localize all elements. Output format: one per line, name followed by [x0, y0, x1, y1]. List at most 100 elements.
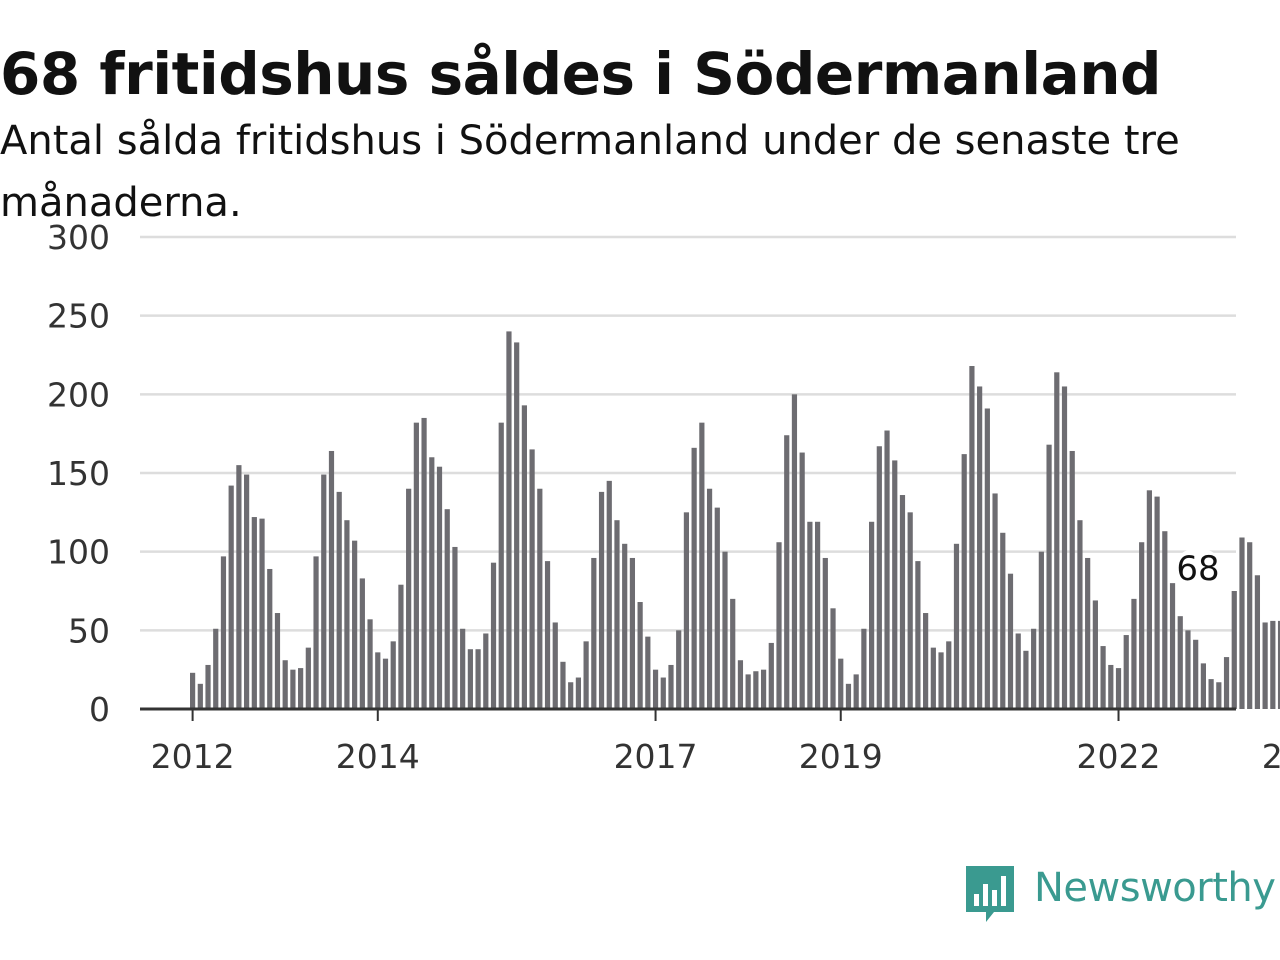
bar — [606, 480, 612, 709]
bar — [290, 669, 296, 709]
bar — [537, 488, 543, 709]
bar — [915, 561, 921, 709]
bar — [352, 540, 358, 709]
bar — [1162, 531, 1168, 709]
bar — [869, 521, 875, 709]
bar — [560, 661, 566, 709]
bar — [205, 664, 211, 709]
bar — [1131, 598, 1137, 709]
bar — [938, 652, 944, 709]
bar — [1023, 650, 1029, 709]
y-tick-label: 300 — [47, 218, 110, 257]
bar — [1193, 639, 1199, 709]
bar — [552, 622, 558, 709]
bar — [1007, 573, 1014, 709]
bar — [784, 435, 790, 709]
bar — [367, 619, 373, 709]
bar — [676, 630, 682, 709]
bar — [1177, 616, 1183, 709]
bar — [598, 491, 605, 709]
bar — [1154, 496, 1160, 709]
bar — [375, 652, 381, 709]
bar — [668, 664, 674, 709]
bar — [197, 683, 203, 709]
y-tick-label: 100 — [47, 533, 110, 572]
bar — [591, 557, 597, 709]
bar — [1054, 372, 1060, 709]
bar — [436, 466, 443, 709]
bar — [321, 474, 327, 709]
x-tick-label: 2014 — [336, 737, 420, 776]
bar — [853, 674, 859, 709]
bar — [1200, 663, 1206, 709]
bar — [768, 642, 774, 709]
y-axis-labels: 0 50 100 150 200 250 300 — [47, 218, 110, 729]
x-tick-label: 2019 — [799, 737, 883, 776]
x-tick-label: 2022 — [1077, 737, 1161, 776]
bar — [452, 546, 458, 709]
bar — [1061, 386, 1068, 709]
bar — [1069, 450, 1075, 709]
bar — [444, 509, 450, 709]
chart-title: 68 fritidshus såldes i Södermanland — [0, 40, 1162, 108]
bar — [1108, 664, 1114, 709]
bar — [382, 658, 389, 709]
bar — [1115, 668, 1122, 709]
bar — [814, 521, 821, 709]
bar — [413, 422, 419, 709]
bar — [1000, 532, 1006, 709]
bar — [838, 658, 844, 709]
bar — [1254, 575, 1261, 709]
bar — [637, 602, 643, 709]
bar — [645, 636, 651, 709]
bar — [1231, 591, 1237, 709]
bar — [575, 677, 581, 709]
bar — [614, 520, 620, 709]
bar — [244, 474, 250, 709]
bar — [220, 556, 227, 709]
x-axis-ticks: 2012 2014 2017 2019 2022 2024 — [151, 709, 1280, 776]
bar — [892, 460, 898, 709]
bar — [861, 628, 867, 709]
bar — [799, 452, 805, 709]
bar — [845, 683, 852, 709]
bar — [745, 674, 751, 709]
highlight-callout: 68 — [1174, 548, 1222, 589]
bar — [923, 613, 929, 709]
bar — [390, 641, 396, 709]
bar — [753, 671, 759, 709]
bar — [1046, 444, 1052, 709]
y-tick-label: 250 — [47, 297, 110, 336]
bar — [490, 562, 497, 709]
bar — [1092, 600, 1098, 709]
bar — [282, 660, 288, 709]
bar — [807, 521, 813, 709]
bar — [683, 512, 690, 709]
bar — [660, 677, 666, 709]
bar — [884, 430, 890, 709]
bar — [498, 422, 504, 709]
bar — [506, 331, 512, 709]
bar — [969, 366, 975, 709]
bar — [228, 485, 234, 709]
bar — [1100, 646, 1106, 709]
bars — [190, 331, 1280, 709]
bar — [1146, 490, 1152, 709]
bar — [475, 649, 481, 709]
bar — [1015, 633, 1021, 709]
bar — [274, 613, 281, 709]
bar — [1270, 620, 1276, 709]
bar — [1169, 583, 1176, 709]
bar — [359, 578, 365, 709]
bar — [1185, 630, 1191, 709]
bar — [483, 633, 489, 709]
bar — [830, 608, 836, 709]
bar — [1085, 557, 1091, 709]
bar — [305, 647, 311, 709]
x-tick-label: 2017 — [614, 737, 698, 776]
bar — [568, 682, 574, 709]
bar — [313, 556, 319, 709]
bar — [328, 450, 335, 709]
y-tick-label: 200 — [47, 375, 110, 414]
y-tick-label: 50 — [68, 611, 110, 650]
